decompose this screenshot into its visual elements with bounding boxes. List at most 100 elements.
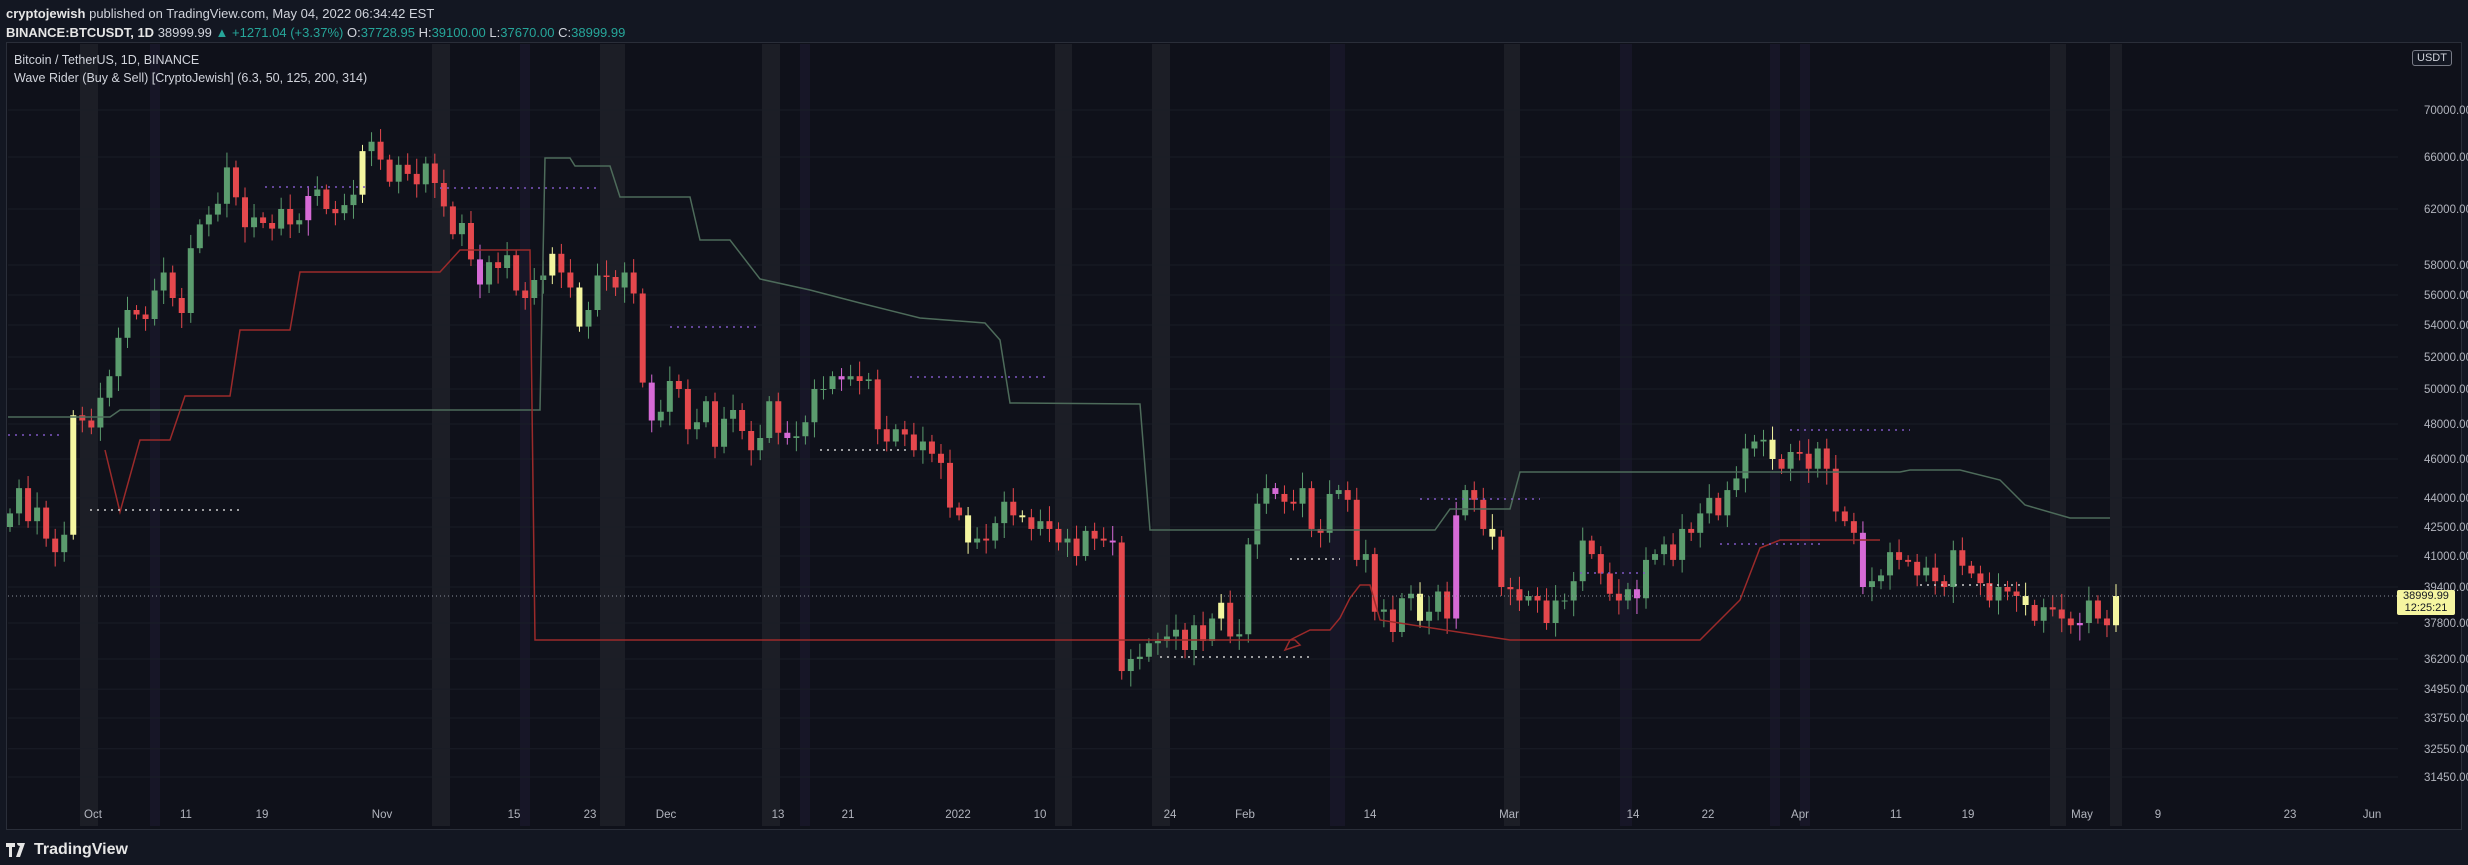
candle-body[interactable] <box>124 310 131 338</box>
candle-body[interactable] <box>865 379 872 381</box>
candle-body[interactable] <box>1344 490 1351 500</box>
candle-body[interactable] <box>1498 536 1505 587</box>
candle-body[interactable] <box>1850 521 1857 533</box>
candle-body[interactable] <box>2067 618 2074 626</box>
candle-body[interactable] <box>901 429 908 435</box>
candle-body[interactable] <box>558 253 565 273</box>
candle-body[interactable] <box>422 163 429 185</box>
candle-body[interactable] <box>1805 453 1812 469</box>
candle-body[interactable] <box>1868 581 1875 587</box>
candle-body[interactable] <box>1046 521 1053 529</box>
candle-body[interactable] <box>892 429 899 442</box>
candle-body[interactable] <box>522 290 529 299</box>
candle-body[interactable] <box>61 534 68 553</box>
candle-body[interactable] <box>205 214 212 225</box>
candle-body[interactable] <box>43 507 50 539</box>
candle-body[interactable] <box>1001 501 1008 524</box>
candle-body[interactable] <box>431 163 438 184</box>
candle-body[interactable] <box>1127 659 1134 672</box>
candle-body[interactable] <box>1950 550 1957 587</box>
candle-body[interactable] <box>260 217 267 223</box>
candle-body[interactable] <box>811 389 818 423</box>
candle-body[interactable] <box>1163 636 1170 642</box>
candle-body[interactable] <box>1679 528 1686 560</box>
candle-body[interactable] <box>712 401 719 447</box>
candle-body[interactable] <box>142 314 149 320</box>
candle-body[interactable] <box>1236 634 1243 637</box>
candle-body[interactable] <box>1308 488 1315 529</box>
candle-body[interactable] <box>1561 600 1568 602</box>
candle-body[interactable] <box>368 141 375 152</box>
candle-body[interactable] <box>675 381 682 389</box>
candle-body[interactable] <box>34 507 41 522</box>
candle-body[interactable] <box>684 389 691 430</box>
candle-body[interactable] <box>2004 587 2011 592</box>
candle-body[interactable] <box>1543 600 1550 624</box>
candle-body[interactable] <box>766 401 773 438</box>
candle-body[interactable] <box>97 397 104 428</box>
candle-body[interactable] <box>79 415 86 421</box>
candle-body[interactable] <box>486 262 493 285</box>
candle-body[interactable] <box>1191 625 1198 650</box>
candle-body[interactable] <box>1444 591 1451 619</box>
candle-body[interactable] <box>2076 623 2083 626</box>
candle-body[interactable] <box>1642 559 1649 599</box>
candle-body[interactable] <box>88 420 95 428</box>
candle-body[interactable] <box>1480 499 1487 529</box>
candle-body[interactable] <box>1606 573 1613 594</box>
candle-body[interactable] <box>1145 643 1152 657</box>
candle-body[interactable] <box>531 280 538 298</box>
tradingview-footer[interactable]: TradingView <box>6 841 128 859</box>
candle-body[interactable] <box>1688 528 1695 533</box>
candle-body[interactable] <box>323 189 330 210</box>
candle-body[interactable] <box>178 298 185 313</box>
candle-body[interactable] <box>847 376 854 380</box>
candle-body[interactable] <box>1028 517 1035 529</box>
candle-body[interactable] <box>666 381 673 412</box>
candle-body[interactable] <box>594 275 601 311</box>
candle-body[interactable] <box>278 209 285 229</box>
candle-body[interactable] <box>242 197 249 228</box>
candle-body[interactable] <box>169 272 176 299</box>
candle-body[interactable] <box>1290 501 1297 504</box>
candle-body[interactable] <box>1073 538 1080 557</box>
candle-body[interactable] <box>1299 488 1306 504</box>
candle-body[interactable] <box>630 272 637 294</box>
indicator-title[interactable]: Wave Rider (Buy & Sell) [CryptoJewish] (… <box>14 71 368 85</box>
candle-body[interactable] <box>1263 488 1270 504</box>
candle-body[interactable] <box>1407 593 1414 599</box>
candle-body[interactable] <box>2013 591 2020 597</box>
candle-body[interactable] <box>251 217 258 228</box>
candle-body[interactable] <box>1624 589 1631 601</box>
candle-body[interactable] <box>350 194 357 206</box>
candle-body[interactable] <box>1859 532 1866 587</box>
candle-body[interactable] <box>359 151 366 195</box>
author-name[interactable]: cryptojewish <box>6 6 86 21</box>
candle-body[interactable] <box>1417 593 1424 621</box>
candle-body[interactable] <box>115 337 122 377</box>
candle-body[interactable] <box>341 205 348 214</box>
candle-body[interactable] <box>160 272 167 291</box>
candle-body[interactable] <box>1751 441 1758 449</box>
candle-body[interactable] <box>947 462 954 508</box>
candle-body[interactable] <box>1697 513 1704 533</box>
candle-body[interactable] <box>730 410 737 419</box>
candle-body[interactable] <box>1100 538 1107 541</box>
candle-body[interactable] <box>956 507 963 516</box>
candle-body[interactable] <box>1055 528 1062 543</box>
candle-body[interactable] <box>52 538 59 553</box>
candle-body[interactable] <box>1977 573 1984 584</box>
candle-body[interactable] <box>1959 550 1966 566</box>
candle-body[interactable] <box>1787 452 1794 469</box>
candle-body[interactable] <box>1371 554 1378 612</box>
candle-body[interactable] <box>1832 468 1839 512</box>
candle-body[interactable] <box>1742 448 1749 479</box>
candle-body[interactable] <box>70 415 77 535</box>
candle-body[interactable] <box>314 189 321 197</box>
candle-body[interactable] <box>1010 501 1017 516</box>
candle-body[interactable] <box>910 434 917 451</box>
candle-body[interactable] <box>377 141 384 160</box>
candle-body[interactable] <box>1362 554 1369 560</box>
candle-body[interactable] <box>16 488 23 514</box>
